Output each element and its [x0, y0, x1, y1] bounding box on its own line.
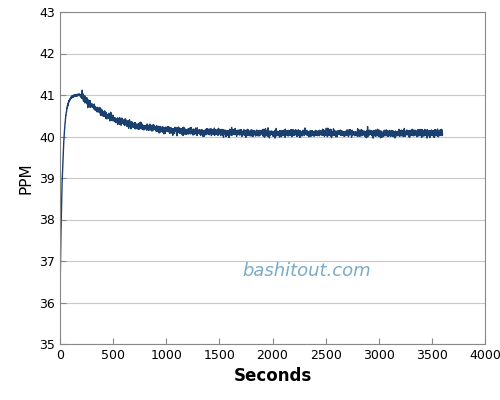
Y-axis label: PPM: PPM [18, 162, 34, 194]
X-axis label: Seconds: Seconds [234, 368, 312, 386]
Text: bashitout.com: bashitout.com [242, 262, 371, 280]
